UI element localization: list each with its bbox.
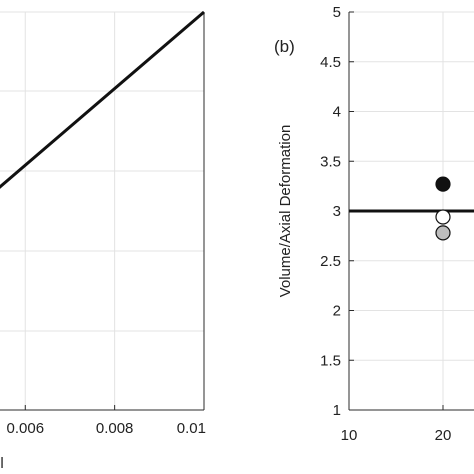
panel-b-y-tick-label-5: 3.5: [320, 153, 341, 170]
panel-a-x-tick-label-0: 0.006: [7, 420, 45, 437]
panel-b-y-tick-label-3: 2.5: [320, 253, 341, 270]
panel-b-scatter-chart: 1 1.5 2 2.5 3 3.5 4 4.5 5 10 20 Volume/Axial Deform…: [274, 4, 474, 444]
panel-a-x-tick-label-1: 0.008: [96, 420, 134, 437]
panel-b-y-axis-title: Volume/Axial Deformation: [277, 125, 294, 298]
panel-b-y-tick-label-7: 4.5: [320, 54, 341, 71]
panel-a-x-tick-label-2: 0.01: [177, 420, 206, 437]
panel-a-line-chart: 0.006 0.008 0.01 l: [0, 10, 206, 472]
panel-b-x-tick-label-1: 20: [435, 427, 452, 444]
panel-b-y-tick-label-2: 2: [333, 303, 341, 320]
panel-b-point-0: [435, 176, 451, 192]
panel-b-y-tick-label-6: 4: [333, 104, 341, 121]
panel-a-series-line-0: [0, 10, 205, 189]
panel-b-point-1: [435, 209, 451, 225]
panel-b-panel-label: (b): [274, 37, 295, 56]
panel-b-x-tick-label-0: 10: [341, 427, 358, 444]
panel-a-x-label-fragment: l: [0, 455, 3, 472]
panel-b-y-tick-label-1: 1.5: [320, 352, 341, 369]
panel-b-y-tick-label-0: 1: [333, 402, 341, 419]
panel-b-point-2: [435, 225, 451, 241]
panel-b-y-tick-label-4: 3: [333, 203, 341, 220]
panel-b-y-tick-label-8: 5: [333, 4, 341, 21]
